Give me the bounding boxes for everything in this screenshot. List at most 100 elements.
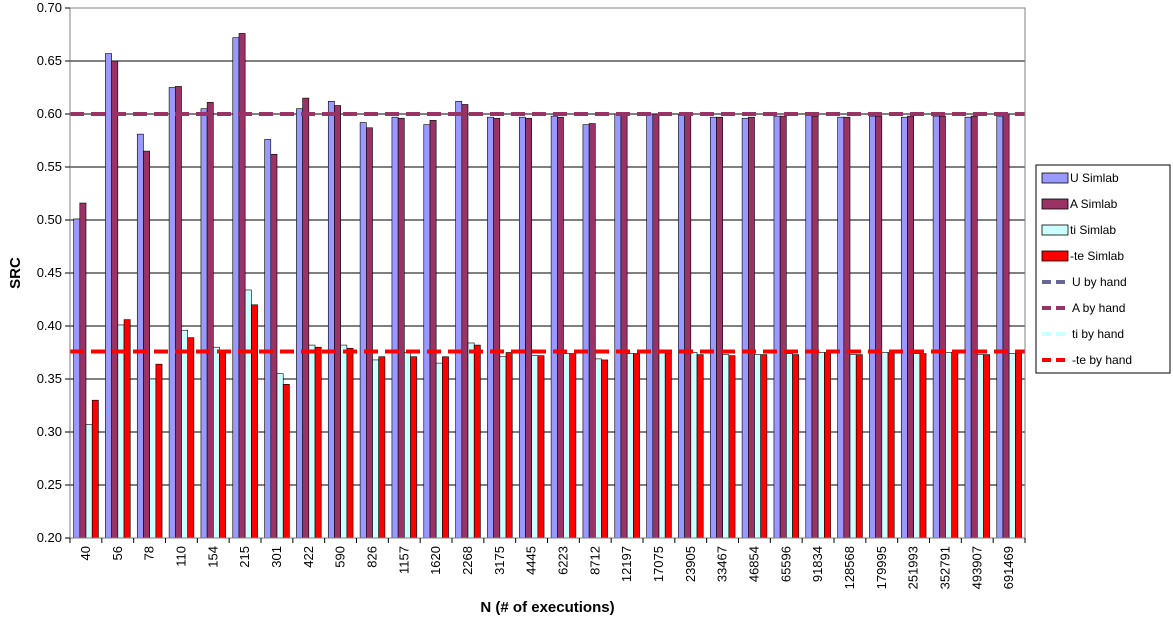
bar-ti-simlab: [85, 424, 93, 539]
bar-te-simlab: [601, 359, 609, 539]
bar-a-simlab: [270, 153, 278, 539]
bar-u-simlab: [996, 115, 1004, 539]
bar-te-simlab: [983, 354, 991, 539]
bar-te-simlab: [633, 353, 640, 539]
bar-ti-simlab: [467, 342, 475, 539]
bar-te-simlab: [760, 354, 768, 539]
bar-ti-simlab: [913, 353, 921, 539]
bar-u-simlab: [773, 115, 781, 539]
bar-u-simlab: [550, 115, 558, 539]
bar-a-simlab: [811, 115, 819, 539]
bar-te-simlab: [442, 356, 449, 539]
x-tick-label: 110: [173, 546, 188, 567]
bar-u-simlab: [709, 116, 717, 539]
x-axis-title: N (# of executions): [480, 599, 614, 616]
bar-te-simlab: [378, 356, 386, 539]
x-tick-label: 1157: [396, 546, 411, 574]
axes-layer: 0.20 0.25 0.30 0.35 0.40 0.45 0.50 0.55 0.60 0.65…: [37, 0, 1026, 589]
legend-label: A by hand: [1072, 301, 1125, 315]
bar-a-simlab: [556, 116, 564, 539]
bar-ti-simlab: [786, 353, 793, 539]
bar-u-simlab: [136, 133, 144, 539]
bar-a-simlab: [365, 127, 373, 539]
legend-label: U by hand: [1072, 275, 1127, 289]
bar-a-simlab: [461, 104, 469, 539]
x-tick-label: 691469: [1001, 546, 1016, 589]
bar-u-simlab: [487, 116, 494, 539]
bar-a-simlab: [143, 150, 150, 539]
bar-u-simlab: [869, 115, 876, 539]
x-tick-label: 23905: [683, 546, 698, 582]
bar-u-simlab: [359, 122, 367, 539]
legend: U Simlab A Simlab ti Simlab -te Simlab U by …: [1035, 164, 1171, 374]
legend-swatch: [1041, 224, 1069, 236]
x-tick-label: 154: [205, 546, 220, 568]
bar-a-simlab: [238, 33, 246, 539]
legend-label: -te Simlab: [1070, 249, 1124, 263]
bar-u-simlab: [932, 115, 940, 539]
bar-te-simlab: [187, 337, 195, 539]
bar-te-simlab: [919, 353, 927, 539]
x-tick-label: 65596: [778, 546, 793, 582]
bar-ti-simlab: [435, 362, 443, 539]
bar-a-simlab: [111, 60, 119, 539]
bar-te-simlab: [251, 304, 258, 539]
bar-ti-simlab: [1008, 353, 1016, 539]
bar-ti-simlab: [404, 352, 411, 539]
bar-u-simlab: [327, 100, 335, 539]
bar-ti-simlab: [531, 355, 539, 539]
x-tick-label: 128568: [842, 546, 857, 589]
x-tick-label: 4445: [524, 546, 539, 575]
reference-lines-layer: [70, 112, 1025, 354]
legend-label: U Simlab: [1070, 171, 1119, 185]
bar-a-simlab: [716, 116, 723, 539]
bar-a-simlab: [334, 105, 341, 539]
x-tick-label: 40: [78, 546, 93, 560]
bars-layer: [73, 33, 1022, 539]
bar-ti-simlab: [340, 344, 348, 539]
bar-u-simlab: [900, 116, 908, 539]
bar-te-simlab: [410, 356, 418, 539]
x-tick-label: 493907: [969, 546, 984, 589]
x-tick-label: 3175: [492, 546, 507, 575]
bar-a-simlab: [1002, 113, 1010, 539]
bar-a-simlab: [938, 115, 946, 539]
bar-u-simlab: [200, 108, 208, 539]
bar-ti-simlab: [881, 352, 889, 539]
bar-ti-simlab: [213, 346, 220, 539]
bar-te-simlab: [887, 352, 895, 539]
bar-ti-simlab: [722, 354, 730, 539]
bar-ti-simlab: [372, 359, 379, 539]
bar-u-simlab: [296, 108, 303, 539]
bar-te-simlab: [282, 383, 290, 539]
legend-label: A Simlab: [1070, 197, 1118, 211]
bar-u-simlab: [264, 139, 272, 539]
x-tick-label: 12197: [619, 546, 634, 582]
bar-ti-simlab: [276, 373, 284, 539]
bar-ti-simlab: [117, 324, 125, 539]
y-axis-title: SRC: [7, 257, 24, 289]
bar-te-simlab: [696, 354, 704, 539]
x-tick-label: 352791: [937, 546, 952, 589]
x-tick-label: 56: [110, 546, 125, 560]
bar-te-simlab: [728, 355, 736, 539]
x-tick-label: 17075: [651, 546, 666, 582]
bar-a-simlab: [525, 117, 532, 539]
bar-u-simlab: [391, 116, 399, 539]
bar-te-simlab: [824, 352, 831, 539]
bar-u-simlab: [678, 113, 685, 539]
y-tick-label: 0.60: [37, 106, 62, 121]
bar-te-simlab: [537, 355, 545, 539]
bar-a-simlab: [397, 117, 405, 539]
x-tick-label: 215: [237, 546, 252, 568]
y-tick-label: 0.35: [37, 371, 62, 386]
bar-te-simlab: [664, 353, 672, 539]
bar-a-simlab: [302, 97, 310, 539]
x-tick-label: 1620: [428, 546, 443, 575]
bar-te-simlab: [219, 350, 227, 539]
bar-ti-simlab: [817, 352, 825, 539]
bar-te-simlab: [91, 399, 99, 539]
x-tick-label: 179995: [874, 546, 889, 589]
bar-te-simlab: [505, 352, 513, 539]
legend-swatch: [1041, 198, 1069, 210]
